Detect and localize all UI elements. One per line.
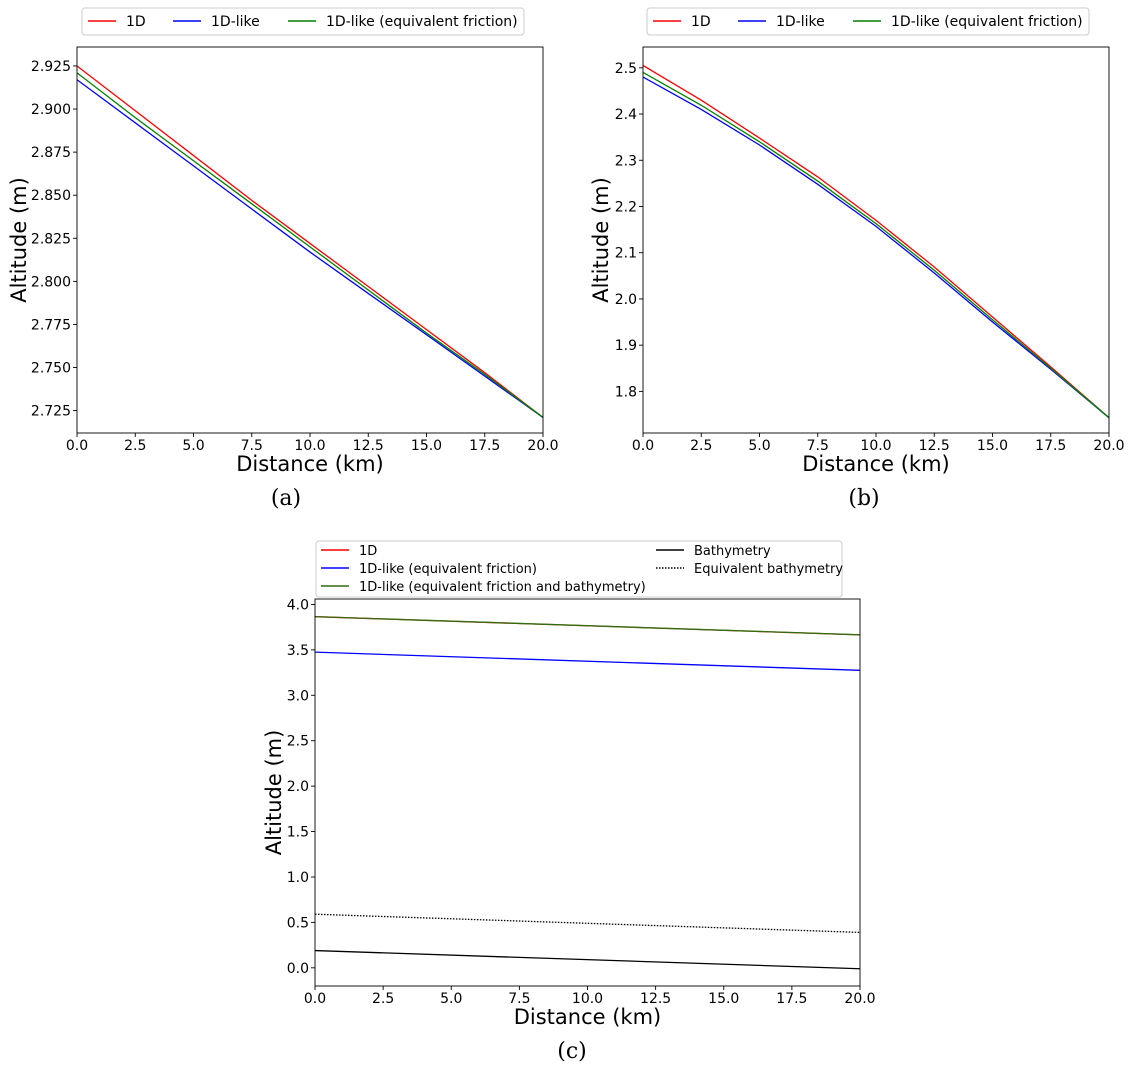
legend-label: 1D-like (equivalent friction) xyxy=(891,14,1083,30)
y-tick-label: 2.2 xyxy=(615,199,637,215)
y-tick-label: 2.900 xyxy=(31,102,71,118)
y-axis-label: Altitude (m) xyxy=(7,177,31,303)
y-tick-label: 2.850 xyxy=(31,188,71,204)
y-tick-label: 2.875 xyxy=(31,145,71,161)
panel-caption: (b) xyxy=(848,486,879,511)
y-tick-label: 1.0 xyxy=(287,870,309,886)
y-tick-label: 4.0 xyxy=(287,597,309,613)
plot-frame xyxy=(314,598,861,987)
legend-label: 1D xyxy=(359,544,377,559)
series-line-2 xyxy=(315,651,860,671)
y-tick-label: 2.750 xyxy=(31,361,71,377)
x-tick-label: 2.5 xyxy=(372,991,394,1007)
y-tick-label: 2.1 xyxy=(615,246,637,262)
legend-label: 1D-like (equivalent friction) xyxy=(326,14,518,30)
y-tick-label: 1.5 xyxy=(287,825,309,841)
y-tick-label: 2.0 xyxy=(615,292,637,308)
y-tick-label: 2.775 xyxy=(31,317,71,333)
series-line-1 xyxy=(643,64,1109,419)
legend-label: 1D-like (equivalent friction and bathyme… xyxy=(359,580,646,595)
y-tick-label: 2.5 xyxy=(287,734,309,750)
legend-label: 1D-like (equivalent friction) xyxy=(359,562,537,577)
x-tick-label: 7.5 xyxy=(508,991,530,1007)
y-tick-label: 1.8 xyxy=(615,384,637,400)
panel-caption: (a) xyxy=(271,486,301,511)
y-tick-label: 0.5 xyxy=(287,915,309,931)
x-tick-label: 20.0 xyxy=(844,991,875,1007)
x-tick-label: 10.0 xyxy=(572,991,603,1007)
x-tick-label: 12.5 xyxy=(353,438,384,454)
x-tick-label: 17.5 xyxy=(776,991,807,1007)
y-axis-label: Altitude (m) xyxy=(262,730,286,856)
y-axis-label: Altitude (m) xyxy=(589,177,613,303)
x-tick-label: 15.0 xyxy=(708,991,739,1007)
x-axis-label: Distance (km) xyxy=(802,452,950,476)
x-tick-label: 12.5 xyxy=(640,991,671,1007)
series-line-5 xyxy=(315,913,860,934)
legend-label: Bathymetry xyxy=(694,544,771,559)
chart-panel-3: 0.0 2.5 5.0 7.5 10.0 12.5 15.0 17.5 20.0 0.0 0.5 1.… xyxy=(262,540,876,1064)
x-tick-label: 20.0 xyxy=(527,438,558,454)
y-tick-label: 2.5 xyxy=(615,61,637,77)
y-tick-label: 2.725 xyxy=(31,404,71,420)
y-tick-label: 2.4 xyxy=(615,107,637,123)
plot-frame xyxy=(76,46,544,434)
series-line-3 xyxy=(77,72,543,419)
plot-frame xyxy=(642,46,1110,434)
chart-panel-1: 0.0 2.5 5.0 7.5 10.0 12.5 15.0 17.5 20.0 2.725 2.7… xyxy=(7,7,559,511)
x-tick-label: 5.0 xyxy=(440,991,462,1007)
x-tick-label: 7.5 xyxy=(241,438,263,454)
chart-panel-2: 0.0 2.5 5.0 7.5 10.0 12.5 15.0 17.5 20.0 1.8 1.9 2.… xyxy=(589,7,1125,511)
legend: 1D 1D-like (equivalent friction) 1D-like (… xyxy=(315,540,843,598)
x-axis-label: Distance (km) xyxy=(514,1005,662,1029)
series-line-2 xyxy=(643,76,1109,419)
y-tick-label: 0.0 xyxy=(287,961,309,977)
series-line-3 xyxy=(315,615,860,636)
legend: 1D 1D-like 1D-like (equivalent friction) xyxy=(81,7,525,36)
x-tick-label: 2.5 xyxy=(124,438,146,454)
y-tick-label: 1.9 xyxy=(615,338,637,354)
y-tick-label: 2.0 xyxy=(287,779,309,795)
x-tick-label: 20.0 xyxy=(1093,438,1124,454)
x-tick-label: 10.0 xyxy=(294,438,325,454)
x-tick-label: 0.0 xyxy=(304,991,326,1007)
y-tick-label: 2.3 xyxy=(615,153,637,169)
x-tick-label: 17.5 xyxy=(1035,438,1066,454)
x-tick-label: 15.0 xyxy=(977,438,1008,454)
series-line-3 xyxy=(643,71,1109,419)
legend: 1D 1D-like 1D-like (equivalent friction) xyxy=(646,7,1090,36)
x-tick-label: 10.0 xyxy=(860,438,891,454)
legend-label: Equivalent bathymetry xyxy=(694,562,843,577)
x-tick-label: 0.0 xyxy=(632,438,654,454)
legend-label: 1D xyxy=(691,14,711,30)
x-axis-label: Distance (km) xyxy=(236,452,384,476)
x-tick-label: 15.0 xyxy=(411,438,442,454)
series-line-2 xyxy=(77,79,543,419)
y-tick-label: 3.5 xyxy=(287,643,309,659)
y-tick-label: 2.825 xyxy=(31,231,71,247)
x-tick-label: 7.5 xyxy=(807,438,829,454)
x-tick-label: 17.5 xyxy=(469,438,500,454)
x-tick-label: 12.5 xyxy=(919,438,950,454)
legend-label: 1D-like xyxy=(776,14,825,30)
y-tick-label: 2.800 xyxy=(31,274,71,290)
legend-box xyxy=(315,540,843,598)
y-tick-label: 3.0 xyxy=(287,688,309,704)
series-line-1 xyxy=(77,65,543,419)
series-line-4 xyxy=(315,949,860,970)
x-tick-label: 2.5 xyxy=(690,438,712,454)
y-tick-label: 2.925 xyxy=(31,59,71,75)
x-tick-label: 0.0 xyxy=(66,438,88,454)
panel-caption: (c) xyxy=(557,1039,587,1064)
x-tick-label: 5.0 xyxy=(748,438,770,454)
x-tick-label: 5.0 xyxy=(182,438,204,454)
legend-label: 1D-like xyxy=(211,14,260,30)
legend-label: 1D xyxy=(126,14,146,30)
